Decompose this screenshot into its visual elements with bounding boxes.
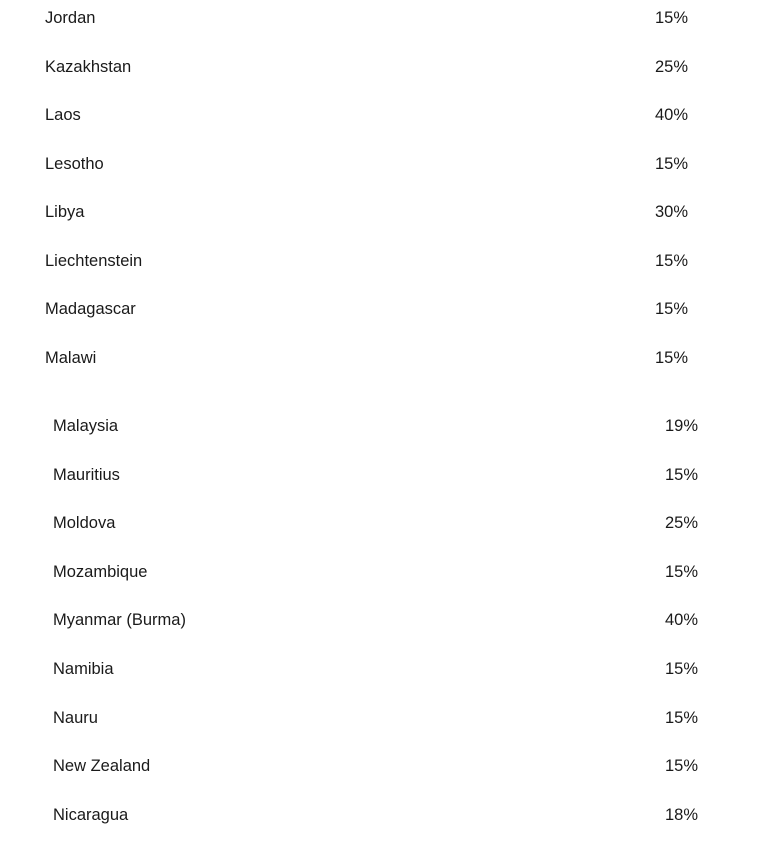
rate-value: 15% <box>654 251 688 270</box>
table-row: Moldova 25% <box>0 511 768 560</box>
rate-value: 15% <box>664 659 698 678</box>
country-name: New Zealand <box>53 757 151 776</box>
table-row: Libya 30% <box>0 200 768 249</box>
table-row: Jordan 15% <box>0 6 768 55</box>
table-row: Liechtenstein 15% <box>0 249 768 298</box>
rate-value: 15% <box>664 757 698 776</box>
rate-value: 15% <box>654 9 688 27</box>
country-name: Malaysia <box>53 417 119 435</box>
rate-value: 15% <box>654 348 688 367</box>
rate-value: 25% <box>654 57 688 76</box>
country-name: Malawi <box>45 348 97 367</box>
table-row: Lesotho 15% <box>0 152 768 201</box>
country-name: Namibia <box>53 659 114 678</box>
country-name: Nicaragua <box>53 805 129 824</box>
table-row: Kazakhstan 25% <box>0 55 768 104</box>
rate-value: 15% <box>664 708 698 727</box>
table-row: Myanmar (Burma) 40% <box>0 608 768 657</box>
country-name: Madagascar <box>45 300 136 318</box>
rate-value: 15% <box>654 154 688 173</box>
country-name: Myanmar (Burma) <box>53 611 186 630</box>
table-row: Malawi 15% <box>0 346 768 395</box>
table-row: New Zealand 15% <box>0 754 768 803</box>
table-row: Madagascar 15% <box>0 297 768 346</box>
table-row: Nicaragua 18% <box>0 803 768 851</box>
table-row: Nauru 15% <box>0 706 768 755</box>
rate-value: 15% <box>664 465 698 484</box>
rate-value: 18% <box>664 805 698 824</box>
country-name: Mauritius <box>53 465 120 484</box>
table-row: Namibia 15% <box>0 657 768 706</box>
rate-value: 19% <box>664 417 698 435</box>
rate-value: 15% <box>654 300 688 318</box>
rate-value: 25% <box>664 514 698 533</box>
rate-value: 15% <box>664 562 698 581</box>
country-name: Moldova <box>53 514 116 533</box>
table-row: Mauritius 15% <box>0 463 768 512</box>
table-row: Laos 40% <box>0 103 768 152</box>
table-row: Malaysia 19% <box>0 414 768 463</box>
table-row: Mozambique 15% <box>0 560 768 609</box>
country-name: Mozambique <box>53 562 148 581</box>
rate-value: 40% <box>654 106 688 124</box>
country-name: Kazakhstan <box>45 57 132 76</box>
country-name: Liechtenstein <box>45 251 143 270</box>
country-rate-table-part-2: Malaysia 19% Mauritius 15% Moldova 25% Mozambi… <box>0 414 768 851</box>
country-name: Jordan <box>45 9 96 27</box>
rate-value: 30% <box>654 203 688 221</box>
country-rate-table-part-1: Jordan 15% Kazakhstan 25% Laos 40% Lesotho 15% L… <box>0 6 768 394</box>
country-name: Laos <box>45 106 81 124</box>
country-name: Libya <box>45 203 85 221</box>
country-name: Nauru <box>53 708 98 727</box>
rate-value: 40% <box>664 611 698 630</box>
country-name: Lesotho <box>45 154 104 173</box>
